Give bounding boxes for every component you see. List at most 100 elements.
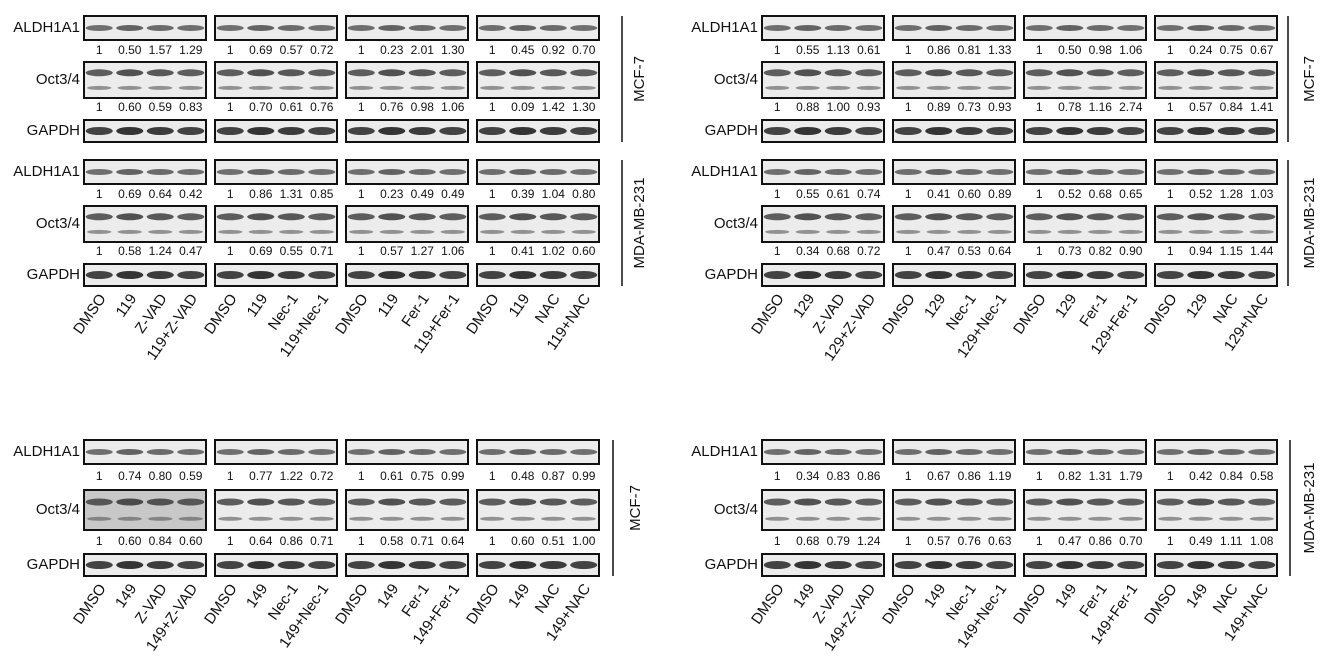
- quantification: 1: [774, 469, 781, 483]
- band: [218, 86, 242, 90]
- quantification: 1: [1036, 244, 1043, 258]
- band: [1218, 127, 1245, 135]
- lane-label: 119: [244, 291, 272, 320]
- band: [1058, 86, 1082, 90]
- quantification: 0.61: [380, 469, 404, 483]
- band: [247, 213, 274, 220]
- band: [1117, 169, 1144, 175]
- band: [118, 517, 142, 521]
- lane-label: DMSO: [748, 581, 788, 628]
- band: [147, 449, 174, 455]
- blot-frame: [762, 62, 884, 98]
- quantification: 1: [227, 187, 234, 201]
- blot-frame: [84, 206, 206, 242]
- band: [479, 271, 506, 279]
- lane-label: 149: [243, 581, 271, 611]
- band: [439, 499, 466, 506]
- quantification: 1: [227, 100, 234, 114]
- band: [857, 230, 881, 234]
- band: [217, 271, 244, 279]
- lane-label: 119: [113, 291, 141, 320]
- band: [409, 449, 436, 455]
- row-label: GAPDH: [705, 266, 758, 283]
- band: [439, 127, 466, 135]
- band: [249, 86, 273, 90]
- quantification: 0.74: [857, 187, 881, 201]
- band: [1117, 69, 1144, 76]
- band: [1187, 169, 1214, 175]
- quantification: 0.74: [118, 469, 142, 483]
- band: [1218, 561, 1245, 569]
- quantification: 1.03: [1250, 187, 1274, 201]
- band: [765, 230, 789, 234]
- band: [348, 127, 375, 135]
- band: [348, 449, 375, 455]
- band: [570, 561, 597, 569]
- band: [956, 271, 983, 279]
- band: [1087, 561, 1114, 569]
- band: [541, 517, 565, 521]
- blot-frame: [1155, 62, 1277, 98]
- blot-frame: [215, 490, 337, 530]
- quantification: 1: [489, 100, 496, 114]
- quantification: 1.16: [1089, 100, 1113, 114]
- quantification: 0.75: [1220, 43, 1244, 57]
- quantification: 0.50: [1058, 43, 1082, 57]
- band: [509, 213, 536, 220]
- blot-frame: [346, 206, 468, 242]
- band: [1026, 213, 1053, 220]
- quantification: 1: [905, 43, 912, 57]
- band: [247, 69, 274, 76]
- quantification: 0.69: [249, 43, 273, 57]
- quantification: 0.84: [149, 534, 173, 548]
- band: [1056, 561, 1083, 569]
- band: [247, 561, 274, 569]
- quantification: 1: [1167, 534, 1174, 548]
- quantification: 1: [489, 534, 496, 548]
- quantification: 0.68: [796, 534, 820, 548]
- blot-frame: [1024, 62, 1146, 98]
- band: [764, 449, 791, 455]
- quantification: 1.24: [857, 534, 881, 548]
- quantification: 0.85: [310, 187, 334, 201]
- band: [87, 517, 111, 521]
- band: [278, 169, 305, 175]
- lane-label: DMSO: [70, 581, 110, 628]
- band: [87, 86, 111, 90]
- band: [348, 561, 375, 569]
- band: [925, 25, 952, 31]
- band: [1056, 169, 1083, 175]
- band: [1117, 449, 1144, 455]
- quantification: 0.59: [149, 100, 173, 114]
- band: [217, 499, 244, 506]
- band: [857, 517, 881, 521]
- band: [957, 517, 981, 521]
- band: [1119, 86, 1143, 90]
- blot-frame: [893, 490, 1015, 530]
- band: [1026, 69, 1053, 76]
- quantification: 0.65: [1119, 187, 1143, 201]
- lane-label: DMSO: [70, 291, 110, 338]
- quantification: 1: [489, 244, 496, 258]
- band: [1189, 517, 1213, 521]
- quantification: 1: [1167, 244, 1174, 258]
- band: [855, 213, 882, 220]
- band: [572, 517, 596, 521]
- quantification: 0.73: [1058, 244, 1082, 258]
- band: [925, 169, 952, 175]
- quantification: 1: [905, 469, 912, 483]
- band: [479, 499, 506, 506]
- quantification: 0.45: [511, 43, 535, 57]
- band: [509, 25, 536, 31]
- quantification: 0.94: [1189, 244, 1213, 258]
- blot-frame: [1155, 206, 1277, 242]
- quantification: 1.06: [441, 244, 465, 258]
- quantification: 0.55: [796, 187, 820, 201]
- band: [409, 271, 436, 279]
- quantification: 2.01: [411, 43, 435, 57]
- band: [409, 169, 436, 175]
- band: [217, 169, 244, 175]
- band: [895, 499, 922, 506]
- quantification: 0.55: [796, 43, 820, 57]
- quantification: 1: [905, 534, 912, 548]
